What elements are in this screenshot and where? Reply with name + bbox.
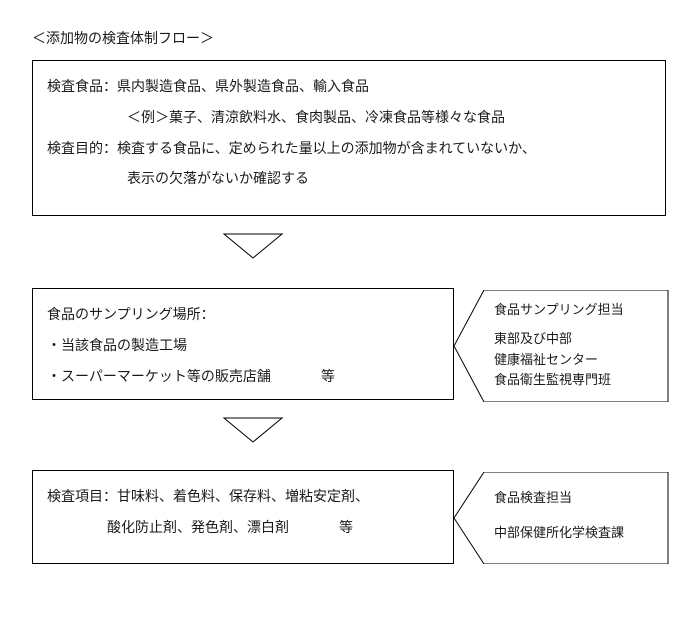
arrow-down-2 — [218, 412, 288, 452]
box1-line4: 表示の欠落がないか確認する — [47, 165, 651, 196]
box1-line1: 検査食品：県内製造食品、県外製造食品、輸入食品 — [47, 73, 651, 104]
box2-line3: ・スーパーマーケット等の販売店舗等 — [47, 363, 439, 394]
callout2-l2: 中部保健所化学検査課 — [494, 523, 624, 544]
box3-line1: 検査項目：甘味料、着色料、保存料、増粘安定剤、 — [47, 483, 439, 514]
box3-line2: 酸化防止剤、発色剤、漂白剤等 — [47, 514, 439, 545]
box-sampling-location: 食品のサンプリング場所： ・当該食品の製造工場 ・スーパーマーケット等の販売店舗… — [32, 288, 454, 400]
callout-sampling-staff: 食品サンプリング担当 東部及び中部 健康福祉センター 食品衛生監視専門班 — [454, 290, 669, 402]
callout2-l1: 食品検査担当 — [494, 488, 624, 509]
diagram-title: ＜添加物の検査体制フロー＞ — [32, 28, 214, 48]
callout1-l3: 健康福祉センター — [494, 350, 624, 371]
callout1-l4: 食品衛生監視専門班 — [494, 370, 624, 391]
box1-line3: 検査目的：検査する食品に、定められた量以上の添加物が含まれていないか、 — [47, 135, 651, 166]
callout1-l2: 東部及び中部 — [494, 329, 624, 350]
box2-line1: 食品のサンプリング場所： — [47, 301, 439, 332]
callout1-l1: 食品サンプリング担当 — [494, 300, 624, 321]
box1-line2: ＜例＞菓子、清涼飲料水、食肉製品、冷凍食品等様々な食品 — [47, 104, 651, 135]
box-inspection-items: 検査項目：甘味料、着色料、保存料、増粘安定剤、 酸化防止剤、発色剤、漂白剤等 — [32, 470, 454, 564]
box-inspection-overview: 検査食品：県内製造食品、県外製造食品、輸入食品 ＜例＞菓子、清涼飲料水、食肉製品… — [32, 60, 666, 216]
callout-inspection-staff: 食品検査担当 中部保健所化学検査課 — [454, 472, 669, 564]
box2-line2: ・当該食品の製造工場 — [47, 332, 439, 363]
arrow-down-1 — [218, 228, 288, 268]
